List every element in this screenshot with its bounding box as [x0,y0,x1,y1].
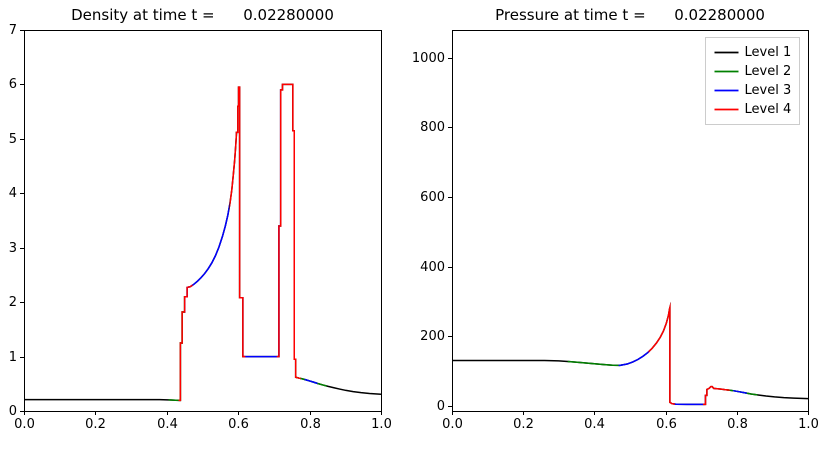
density-plot-canvas [0,0,412,449]
pressure-plot-canvas [412,0,824,449]
